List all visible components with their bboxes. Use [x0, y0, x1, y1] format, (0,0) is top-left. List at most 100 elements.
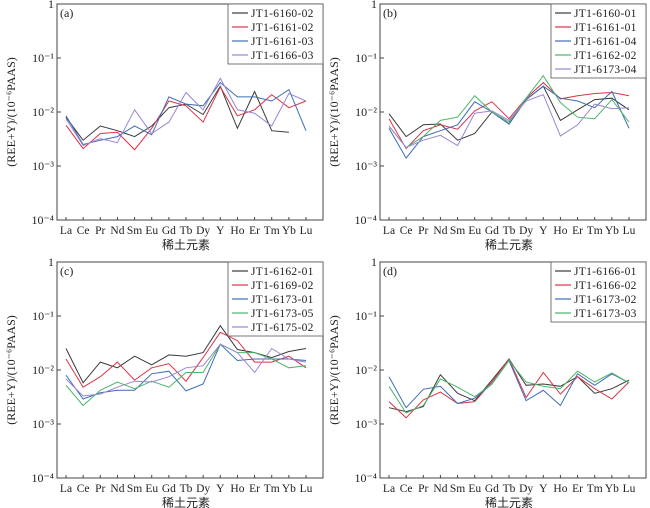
x-tick-label: Yb [605, 483, 619, 495]
series-line-jt1-6173-01 [65, 343, 307, 400]
panel-label: (c) [60, 264, 73, 278]
y-tick-label: 10⁻⁴ [31, 213, 54, 227]
chart-panel-d: 1 10⁻¹ 10⁻² 10⁻³ 10⁻⁴ La Ce Pr Nd Sm Eu Gd Tb Dy Y Ho Er… [327, 255, 647, 508]
y-tick-label: 1 [371, 0, 377, 11]
legend-entry: JT1-6173-01 [251, 294, 314, 306]
legend-entry: JT1-6166-01 [574, 266, 637, 278]
x-tick-label: Dy [519, 483, 533, 495]
legend-entry: JT1-6166-02 [574, 280, 637, 292]
y-tick-label: 1 [48, 0, 54, 11]
legend-entry: JT1-6160-01 [574, 8, 637, 20]
y-tick-label: 10⁻² [32, 105, 54, 119]
y-tick-label: 10⁻¹ [32, 309, 54, 323]
x-tick-label: Yb [282, 483, 296, 495]
x-tick-label: Tb [503, 225, 516, 237]
legend-entry: JT1-6173-03 [574, 308, 637, 320]
x-tick-label: Tb [503, 483, 516, 495]
x-tick-label: Gd [485, 225, 499, 237]
x-tick-label: Nd [110, 225, 124, 237]
series-line-jt1-6175-02 [65, 343, 307, 397]
series-line-jt1-6173-02 [388, 359, 630, 409]
y-tick-label: 10⁻² [355, 105, 377, 119]
x-tick-label: Lu [300, 225, 313, 237]
panel-label: (b) [383, 6, 397, 20]
legend-entry: JT1-6161-03 [251, 36, 314, 48]
x-axis-label: 稀土元素 [485, 496, 533, 508]
legend-entry: JT1-6166-03 [251, 50, 314, 62]
x-tick-label: Dy [196, 225, 210, 237]
x-axis-label: 稀土元素 [162, 238, 210, 252]
x-tick-label: La [60, 225, 72, 237]
series-line-jt1-6160-01 [388, 85, 630, 141]
legend-box [550, 261, 647, 323]
x-tick-label: Eu [145, 225, 158, 237]
x-tick-label: Yb [605, 225, 619, 237]
series-line-jt1-6166-03 [65, 77, 307, 147]
x-tick-label: Sm [450, 483, 465, 495]
x-tick-label: Er [572, 483, 583, 495]
x-tick-label: Eu [468, 225, 481, 237]
y-tick-label: 1 [48, 255, 54, 269]
legend-entry: JT1-6160-02 [251, 8, 314, 20]
legend-entry: JT1-6175-02 [251, 322, 314, 334]
y-tick-label: 10⁻⁴ [354, 213, 377, 227]
x-tick-label: Nd [433, 225, 447, 237]
y-tick-label: 10⁻³ [355, 417, 377, 431]
x-tick-label: Gd [485, 483, 499, 495]
y-tick-label: 10⁻⁴ [31, 471, 54, 485]
chart-panel-a: 1 10⁻¹ 10⁻² 10⁻³ 10⁻⁴ La Ce Pr Nd Sm Eu Gd Tb Dy Y Ho Er… [4, 0, 324, 252]
series-line-jt1-6166-02 [388, 358, 630, 419]
y-tick-label: 10⁻¹ [355, 51, 377, 65]
x-tick-label: Lu [623, 483, 636, 495]
x-tick-label: Ce [400, 483, 413, 495]
x-tick-label: Dy [196, 483, 210, 495]
legend-box [227, 3, 324, 65]
x-axis-label: 稀土元素 [485, 238, 533, 252]
series-line-jt1-6161-01 [388, 81, 630, 150]
y-tick-label: 10⁻³ [32, 159, 54, 173]
series-line-jt1-6173-04 [388, 93, 630, 149]
panel-label: (d) [383, 264, 397, 278]
x-tick-label: Pr [418, 483, 428, 495]
panel-label: (a) [60, 6, 73, 20]
x-tick-label: Nd [110, 483, 124, 495]
x-tick-label: Er [249, 483, 260, 495]
x-tick-label: Tm [587, 483, 603, 495]
y-axis-label: (REE+Y)/(10⁻⁶PAAS) [4, 315, 18, 425]
series-line-jt1-6160-02 [65, 85, 289, 141]
chart-panel-b: 1 10⁻¹ 10⁻² 10⁻³ 10⁻⁴ La Ce Pr Nd Sm Eu Gd Tb Dy Y Ho Er… [327, 0, 647, 252]
legend-entry: JT1-6161-02 [251, 22, 314, 34]
x-tick-label: Y [539, 225, 548, 237]
y-axis-label: (REE+Y)/(10⁻⁶PAAS) [327, 57, 341, 167]
y-axis-label: (REE+Y)/(10⁻⁶PAAS) [327, 315, 341, 425]
x-tick-label: Gd [162, 225, 176, 237]
x-tick-label: Eu [145, 483, 158, 495]
y-tick-label: 10⁻¹ [355, 309, 377, 323]
legend-entry: JT1-6173-05 [251, 308, 314, 320]
x-tick-label: Lu [300, 483, 313, 495]
x-tick-label: Pr [418, 225, 428, 237]
x-tick-label: Ce [77, 225, 90, 237]
x-tick-label: Yb [282, 225, 296, 237]
x-tick-label: Sm [127, 225, 142, 237]
x-tick-label: Eu [468, 483, 481, 495]
y-tick-label: 1 [371, 255, 377, 269]
y-tick-label: 10⁻³ [32, 417, 54, 431]
x-tick-label: Ho [553, 483, 567, 495]
x-tick-label: Er [572, 225, 583, 237]
x-tick-label: Sm [127, 483, 142, 495]
x-tick-label: Tm [264, 225, 280, 237]
chart-panel-c: 1 10⁻¹ 10⁻² 10⁻³ 10⁻⁴ La Ce Pr Nd Sm Eu Gd Tb Dy Y Ho Er… [4, 255, 324, 508]
x-tick-label: Dy [519, 225, 533, 237]
x-tick-label: Er [249, 225, 260, 237]
y-tick-label: 10⁻⁴ [354, 471, 377, 485]
x-tick-label: Tb [180, 483, 193, 495]
series-line-jt1-6162-02 [388, 74, 630, 149]
x-tick-label: La [383, 483, 395, 495]
x-tick-label: Nd [433, 483, 447, 495]
x-tick-label: Tm [587, 225, 603, 237]
series-line-jt1-6161-03 [65, 81, 307, 146]
x-tick-label: La [383, 225, 395, 237]
x-tick-label: Y [539, 483, 548, 495]
legend-entry: JT1-6161-04 [574, 36, 637, 48]
